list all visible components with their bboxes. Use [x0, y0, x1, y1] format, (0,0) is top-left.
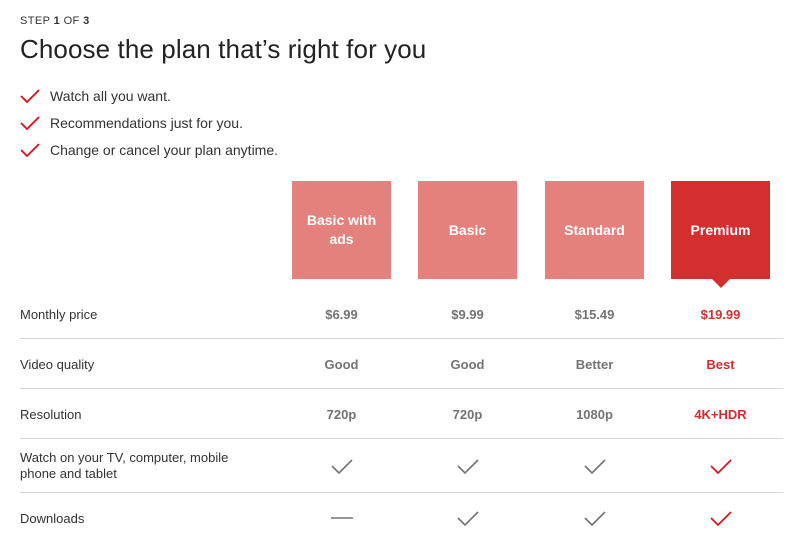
cell-value — [292, 493, 391, 543]
check-icon — [709, 511, 732, 526]
benefit-text: Watch all you want. — [50, 87, 171, 104]
cell-value — [671, 493, 770, 543]
check-icon — [20, 142, 40, 157]
cell-value — [418, 439, 517, 493]
plan-card-premium[interactable]: Premium — [671, 181, 770, 288]
check-icon — [583, 459, 606, 474]
dash-icon — [330, 517, 353, 519]
cell-value: 720p — [326, 406, 357, 422]
check-icon — [20, 88, 40, 103]
cell-value — [292, 439, 391, 493]
check-icon — [583, 511, 606, 526]
row-label: Resolution — [20, 407, 82, 422]
cell-value — [545, 439, 644, 493]
check-icon — [330, 459, 353, 474]
page-title: Choose the plan that’s right for you — [20, 34, 427, 64]
plan-card-basic-with-ads[interactable]: Basic with ads — [292, 181, 391, 279]
benefit-item: Watch all you want. — [20, 82, 278, 109]
benefit-item: Recommendations just for you. — [20, 109, 278, 136]
benefits-list: Watch all you want. Recommendations just… — [20, 82, 278, 163]
plan-name: Standard — [564, 221, 625, 238]
plan-name: Basic — [448, 221, 487, 238]
step-prefix: STEP — [20, 15, 54, 27]
check-icon — [709, 459, 732, 474]
cell-value: Good — [324, 356, 359, 372]
cell-value: $6.99 — [325, 306, 358, 322]
benefit-text: Recommendations just for you. — [50, 114, 243, 131]
step-indicator: STEP 1 OF 3 — [20, 15, 90, 27]
cell-value: $9.99 — [451, 306, 484, 322]
table-row-monthly-price: Monthly price $6.99 $9.99 $15.49 $19.99 — [20, 289, 783, 339]
check-icon — [456, 511, 479, 526]
cell-value: Better — [575, 356, 614, 372]
cell-value: $15.49 — [574, 306, 615, 322]
benefit-item: Change or cancel your plan anytime. — [20, 136, 278, 163]
plan-card-basic[interactable]: Basic — [418, 181, 517, 279]
table-row-resolution: Resolution 720p 720p 1080p 4K+HDR — [20, 389, 783, 439]
plan-name: Basic with ads — [306, 212, 377, 247]
cell-value: 720p — [452, 406, 483, 422]
cell-value: Good — [450, 356, 485, 372]
cell-value — [545, 493, 644, 543]
step-middle: OF — [60, 15, 84, 27]
table-row-video-quality: Video quality Good Good Better Best — [20, 339, 783, 389]
check-icon — [20, 115, 40, 130]
step-total: 3 — [83, 15, 90, 27]
cell-value — [671, 439, 770, 493]
step-current: 1 — [53, 15, 61, 27]
cell-value: Best — [706, 356, 735, 372]
cell-value: 4K+HDR — [694, 406, 747, 422]
check-icon — [456, 459, 479, 474]
plan-card-standard[interactable]: Standard — [545, 181, 644, 279]
row-label: Video quality — [20, 357, 95, 372]
benefit-text: Change or cancel your plan anytime. — [50, 141, 279, 158]
row-label: Watch on your TV, computer, mobile phone… — [20, 450, 229, 481]
plan-name: Premium — [690, 221, 751, 238]
cell-value — [418, 493, 517, 543]
plan-comparison-table: Monthly price $6.99 $9.99 $15.49 $19.99 … — [20, 289, 783, 543]
cell-value: $19.99 — [700, 306, 741, 322]
table-row-downloads: Downloads — [20, 493, 783, 543]
table-row-devices: Watch on your TV, computer, mobile phone… — [20, 439, 783, 493]
row-label: Monthly price — [20, 307, 98, 322]
row-label: Downloads — [20, 511, 85, 526]
cell-value: 1080p — [576, 406, 613, 422]
